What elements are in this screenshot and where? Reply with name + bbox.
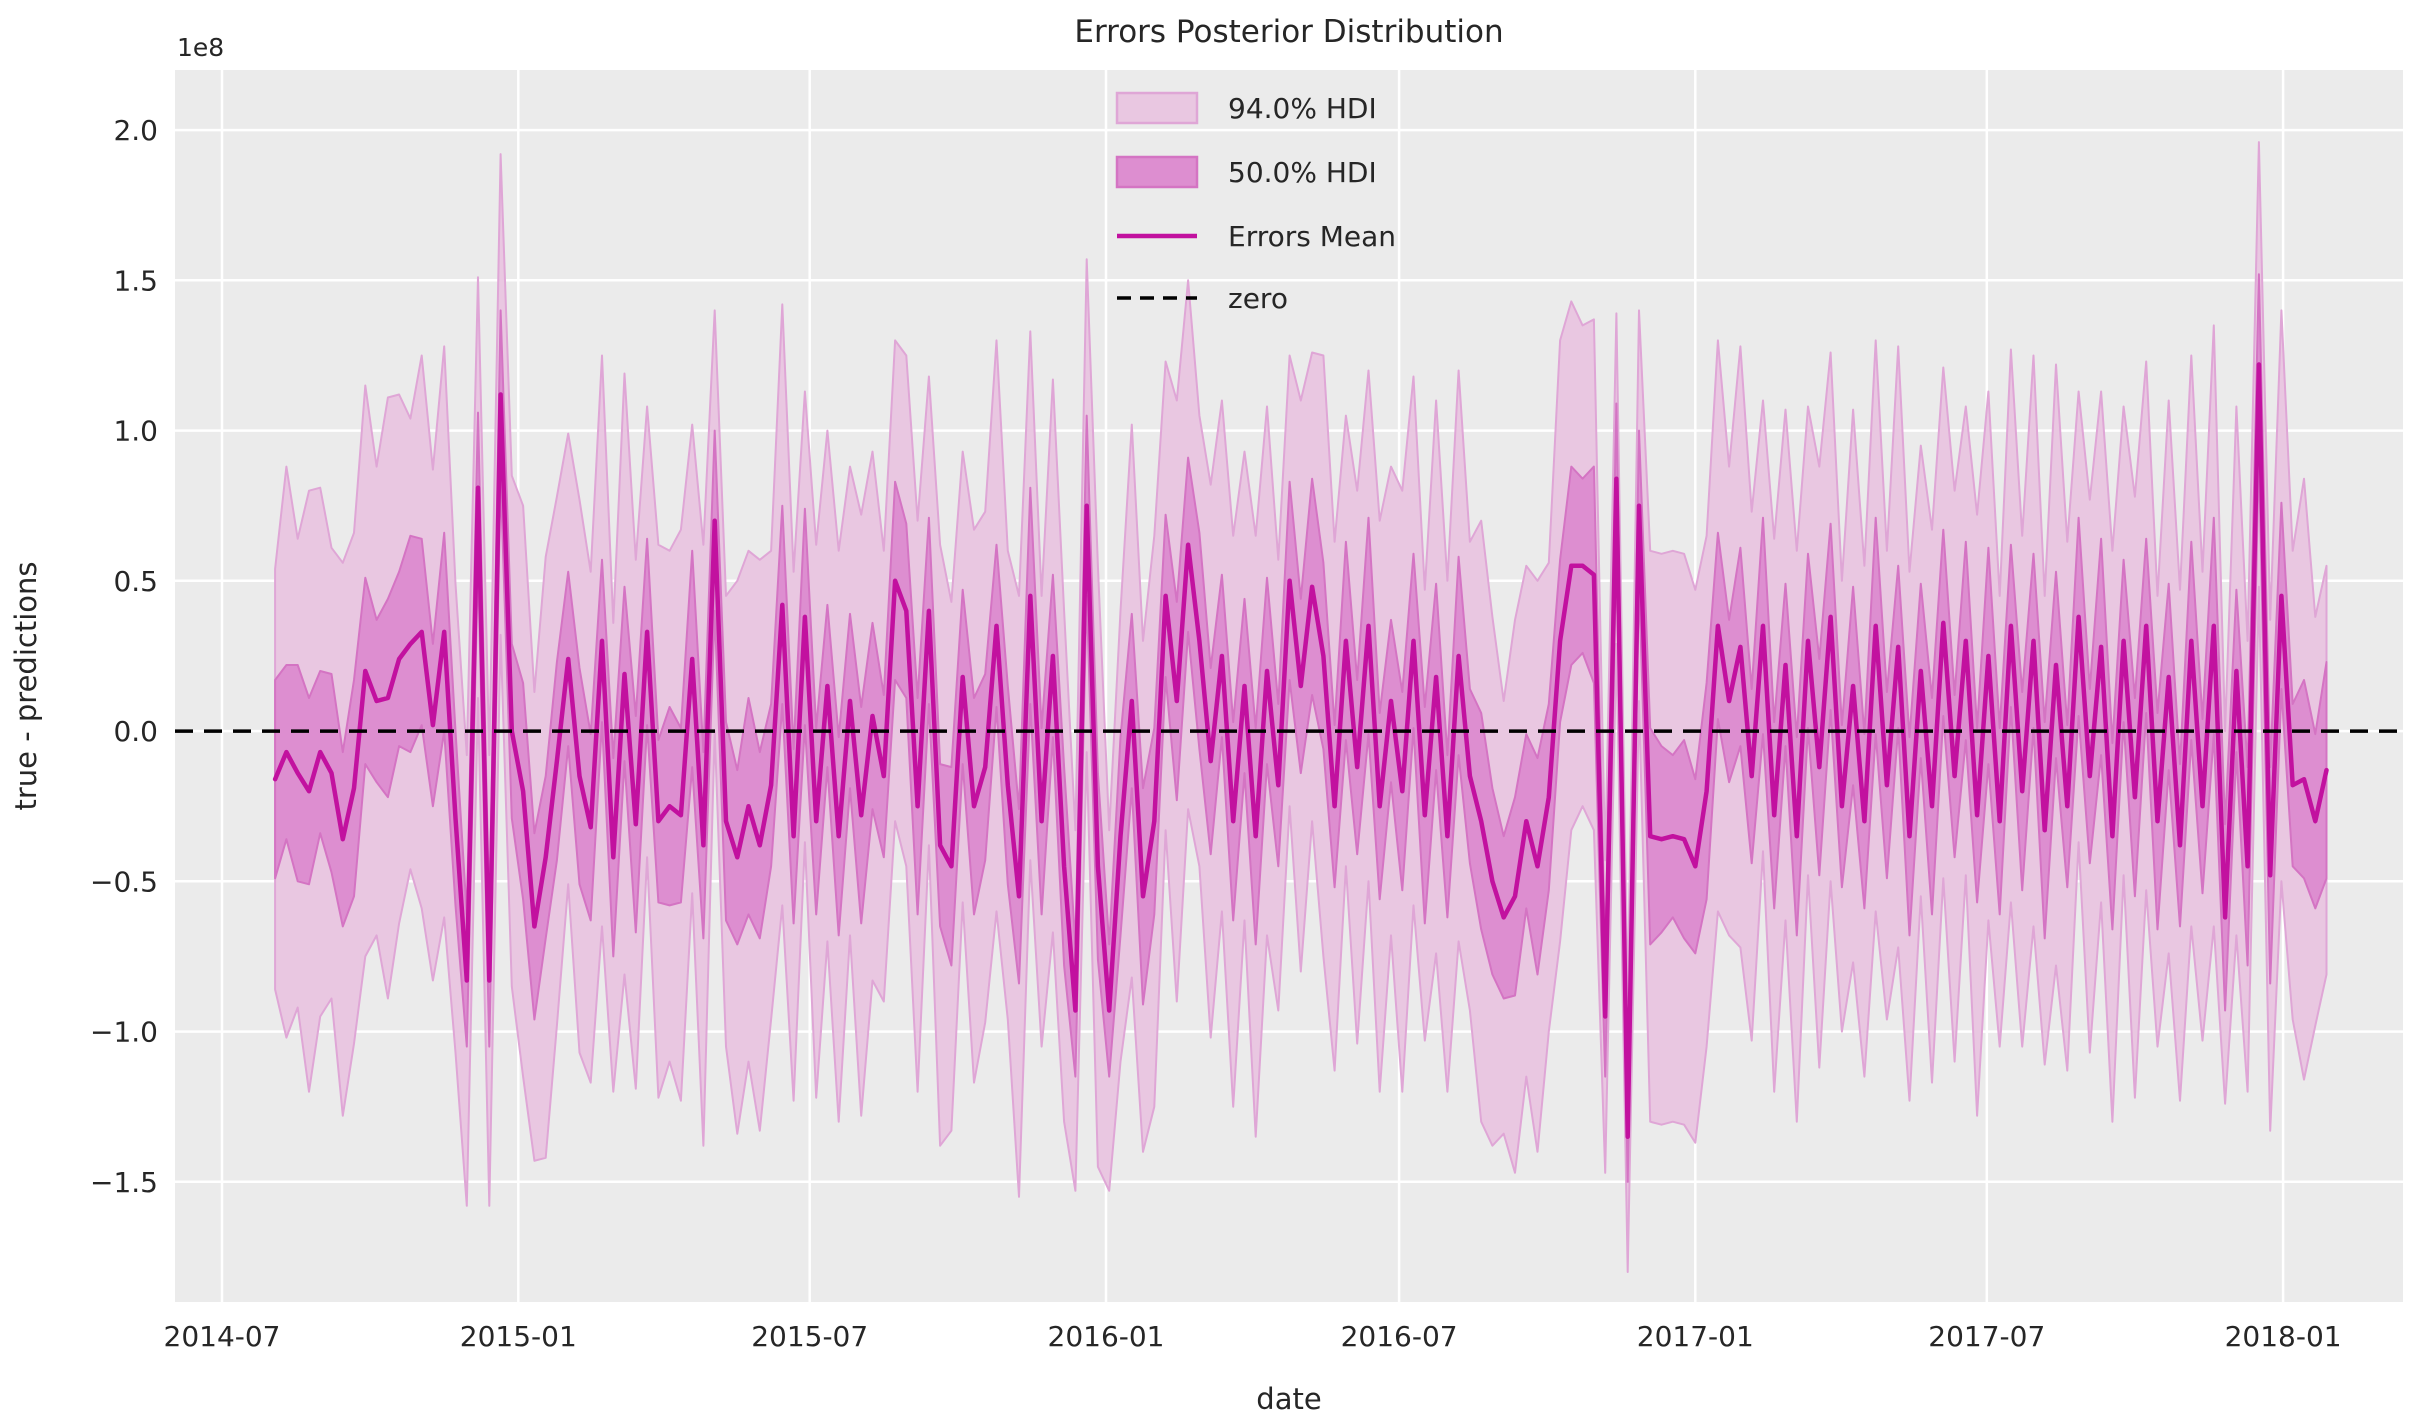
chart-title: Errors Posterior Distribution: [1074, 14, 1503, 50]
y-tick-label: 0.0: [113, 715, 158, 748]
x-tick-label: 2016-01: [1048, 1320, 1165, 1353]
y-tick-label: −1.0: [90, 1016, 158, 1049]
y-tick-label: 1.0: [113, 415, 158, 448]
legend-label-50-hdi: 50.0% HDI: [1228, 156, 1377, 189]
y-axis-label: true - predictions: [9, 561, 43, 810]
errors-mean-line: [272, 362, 2329, 1139]
legend-swatch-50-hdi: [1115, 155, 1199, 189]
hdi50-band: [274, 273, 2328, 1183]
x-tick-label: 2015-01: [460, 1320, 577, 1353]
legend: 94.0% HDI 50.0% HDI Errors Mean zero: [1115, 91, 1396, 315]
x-tick-label: 2018-01: [2225, 1320, 2342, 1353]
legend-label-errors-mean: Errors Mean: [1228, 220, 1396, 253]
x-tick-label: 2017-01: [1637, 1320, 1754, 1353]
y-tick-label: 0.5: [113, 565, 158, 598]
legend-swatch-94-hdi: [1115, 91, 1199, 125]
y-tick-label: 2.0: [113, 114, 158, 147]
x-tick-label: 2017-07: [1928, 1320, 2045, 1353]
x-tick-label: 2014-07: [164, 1320, 281, 1353]
legend-label-94-hdi: 94.0% HDI: [1228, 92, 1377, 125]
y-tick-label: 1.5: [113, 264, 158, 297]
y-tick-label: −0.5: [90, 865, 158, 898]
x-tick-label: 2015-07: [751, 1320, 868, 1353]
y-tick-label: −1.5: [90, 1166, 158, 1199]
series-layer: [175, 141, 2403, 1273]
x-tick-label: 2016-07: [1341, 1320, 1458, 1353]
y-axis-offset-label: 1e8: [177, 33, 224, 62]
legend-label-zero: zero: [1228, 282, 1288, 315]
x-axis-label: date: [1256, 1382, 1321, 1416]
tick-labels: 2.0 1.5 1.0 0.5 0.0 −0.5 −1.0 −1.5 2014-07 2015-0…: [90, 114, 2342, 1353]
